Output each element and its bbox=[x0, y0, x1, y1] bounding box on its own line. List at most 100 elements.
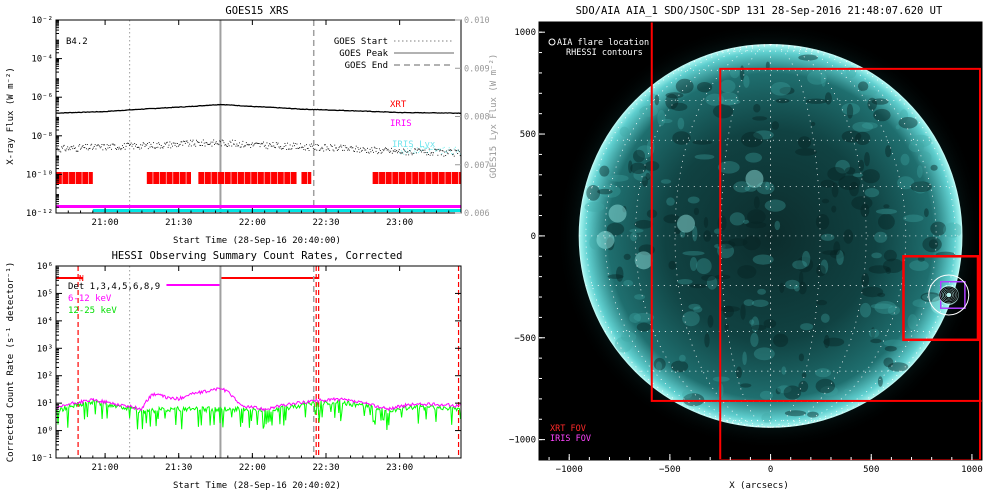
disk-texture-blob bbox=[781, 366, 787, 375]
goes-short-channel-point bbox=[328, 148, 330, 150]
disk-texture-blob bbox=[874, 231, 888, 243]
goes-short-channel-point bbox=[147, 148, 149, 150]
goes-short-channel-point bbox=[277, 142, 279, 144]
disk-texture-blob bbox=[723, 305, 734, 318]
disk-texture-blob bbox=[665, 92, 684, 99]
goes-short-channel-point bbox=[433, 152, 434, 154]
disk-texture-blob bbox=[645, 172, 651, 181]
goes-short-channel-point bbox=[216, 143, 218, 145]
disk-texture-blob bbox=[877, 376, 883, 387]
goes-short-channel-point bbox=[236, 143, 238, 145]
goes-short-channel-point bbox=[94, 144, 96, 146]
goes-short-channel-point bbox=[382, 149, 384, 150]
iris-lyx-point bbox=[432, 147, 434, 149]
goes-short-channel-point bbox=[353, 150, 355, 152]
disk-texture-blob bbox=[696, 258, 712, 275]
disk-texture-blob bbox=[930, 164, 938, 171]
disk-texture-blob bbox=[831, 182, 839, 198]
goes-short-channel-point bbox=[269, 143, 271, 145]
goes-short-channel-point bbox=[257, 142, 258, 144]
goes-short-channel-point bbox=[71, 146, 73, 148]
goes-short-channel-point bbox=[207, 143, 209, 145]
goes-short-channel-point bbox=[135, 145, 136, 147]
goes-short-channel-point bbox=[259, 146, 261, 148]
goes-short-channel-point bbox=[254, 143, 256, 144]
goes-short-channel-point bbox=[234, 140, 236, 141]
goes-short-channel-point bbox=[132, 143, 134, 145]
disk-texture-blob bbox=[730, 68, 740, 79]
disk-texture-blob bbox=[841, 103, 860, 115]
goes-short-channel-point bbox=[415, 148, 416, 150]
goes-short-channel-point bbox=[230, 141, 232, 143]
disk-texture-blob bbox=[870, 338, 882, 344]
goes-short-channel-point bbox=[156, 143, 158, 145]
goes-short-channel-point bbox=[220, 145, 222, 147]
goes-short-channel-point bbox=[268, 145, 270, 147]
goes-short-channel-point bbox=[73, 145, 75, 147]
goes-short-channel-point bbox=[440, 149, 441, 151]
disk-texture-blob bbox=[796, 256, 814, 273]
disk-texture-blob bbox=[682, 251, 705, 256]
disk-texture-blob bbox=[861, 273, 870, 287]
iris-lyx-point bbox=[420, 146, 422, 148]
goes-short-channel-point bbox=[402, 152, 404, 154]
goes-short-channel-point bbox=[66, 148, 68, 150]
disk-texture-blob bbox=[693, 306, 703, 313]
aia-y-tick-label: −1000 bbox=[509, 436, 536, 446]
goes-short-channel-point bbox=[164, 142, 166, 144]
goes-short-channel-point bbox=[284, 143, 286, 144]
goes-short-channel-point bbox=[294, 145, 295, 147]
goes-short-channel-point bbox=[272, 142, 274, 143]
disk-texture-blob bbox=[717, 215, 727, 231]
goes-short-channel-point bbox=[306, 148, 308, 149]
goes-short-channel-point bbox=[67, 146, 69, 148]
goes-short-channel-point bbox=[422, 149, 424, 151]
goes-short-channel-point bbox=[237, 145, 239, 147]
xrt-bars bbox=[56, 172, 461, 184]
disk-texture-blob bbox=[672, 131, 691, 145]
goes-short-channel-point bbox=[400, 153, 402, 155]
goes-short-channel-point bbox=[74, 148, 75, 149]
disk-texture-blob bbox=[917, 256, 925, 262]
disk-texture-blob bbox=[657, 110, 666, 126]
goes-short-channel-point bbox=[440, 154, 442, 156]
aia-y-tick-label: −500 bbox=[514, 334, 536, 344]
goes-short-channel-point bbox=[123, 147, 124, 148]
goes-short-channel-point bbox=[391, 152, 393, 154]
goes-short-channel-point bbox=[64, 149, 66, 151]
disk-texture-blob bbox=[798, 353, 805, 362]
disk-texture-blob bbox=[824, 92, 832, 105]
goes-title: GOES15 XRS bbox=[225, 5, 288, 17]
goes-short-channel-point bbox=[456, 150, 458, 152]
goes-short-channel-point bbox=[367, 151, 369, 153]
disk-texture-blob bbox=[807, 70, 827, 85]
goes-short-channel-point bbox=[116, 149, 117, 150]
goes-short-channel-point bbox=[151, 146, 153, 147]
goes-short-channel-point bbox=[198, 142, 200, 143]
goes-short-channel-point bbox=[378, 152, 380, 153]
disk-texture-blob bbox=[751, 316, 760, 333]
goes-short-channel-point bbox=[260, 143, 262, 145]
goes-short-channel-point bbox=[265, 147, 267, 149]
goes-short-channel-point bbox=[191, 141, 193, 143]
disk-texture-blob bbox=[623, 253, 631, 260]
disk-texture-blob bbox=[636, 322, 651, 332]
disk-texture-blob bbox=[728, 238, 748, 247]
disk-texture-blob bbox=[622, 206, 627, 213]
goes-short-channel-point bbox=[314, 148, 316, 150]
goes-short-channel-point bbox=[235, 145, 237, 147]
goes-short-channel-point bbox=[453, 155, 455, 157]
goes-short-channel-point bbox=[323, 150, 325, 152]
goes-short-channel-point bbox=[330, 144, 331, 146]
goes-short-channel-point bbox=[169, 141, 171, 143]
goes-short-channel-point bbox=[322, 148, 324, 150]
disk-texture-blob bbox=[774, 220, 781, 231]
goes-short-channel-point bbox=[129, 144, 131, 146]
goes-short-channel-point bbox=[311, 143, 312, 145]
heliographic-grid bbox=[579, 44, 962, 428]
goes-short-channel-point bbox=[290, 148, 292, 150]
aia-x-tick-label: 500 bbox=[863, 465, 879, 475]
disk-texture-blob bbox=[852, 121, 874, 132]
goes-short-channel-point bbox=[142, 142, 144, 144]
